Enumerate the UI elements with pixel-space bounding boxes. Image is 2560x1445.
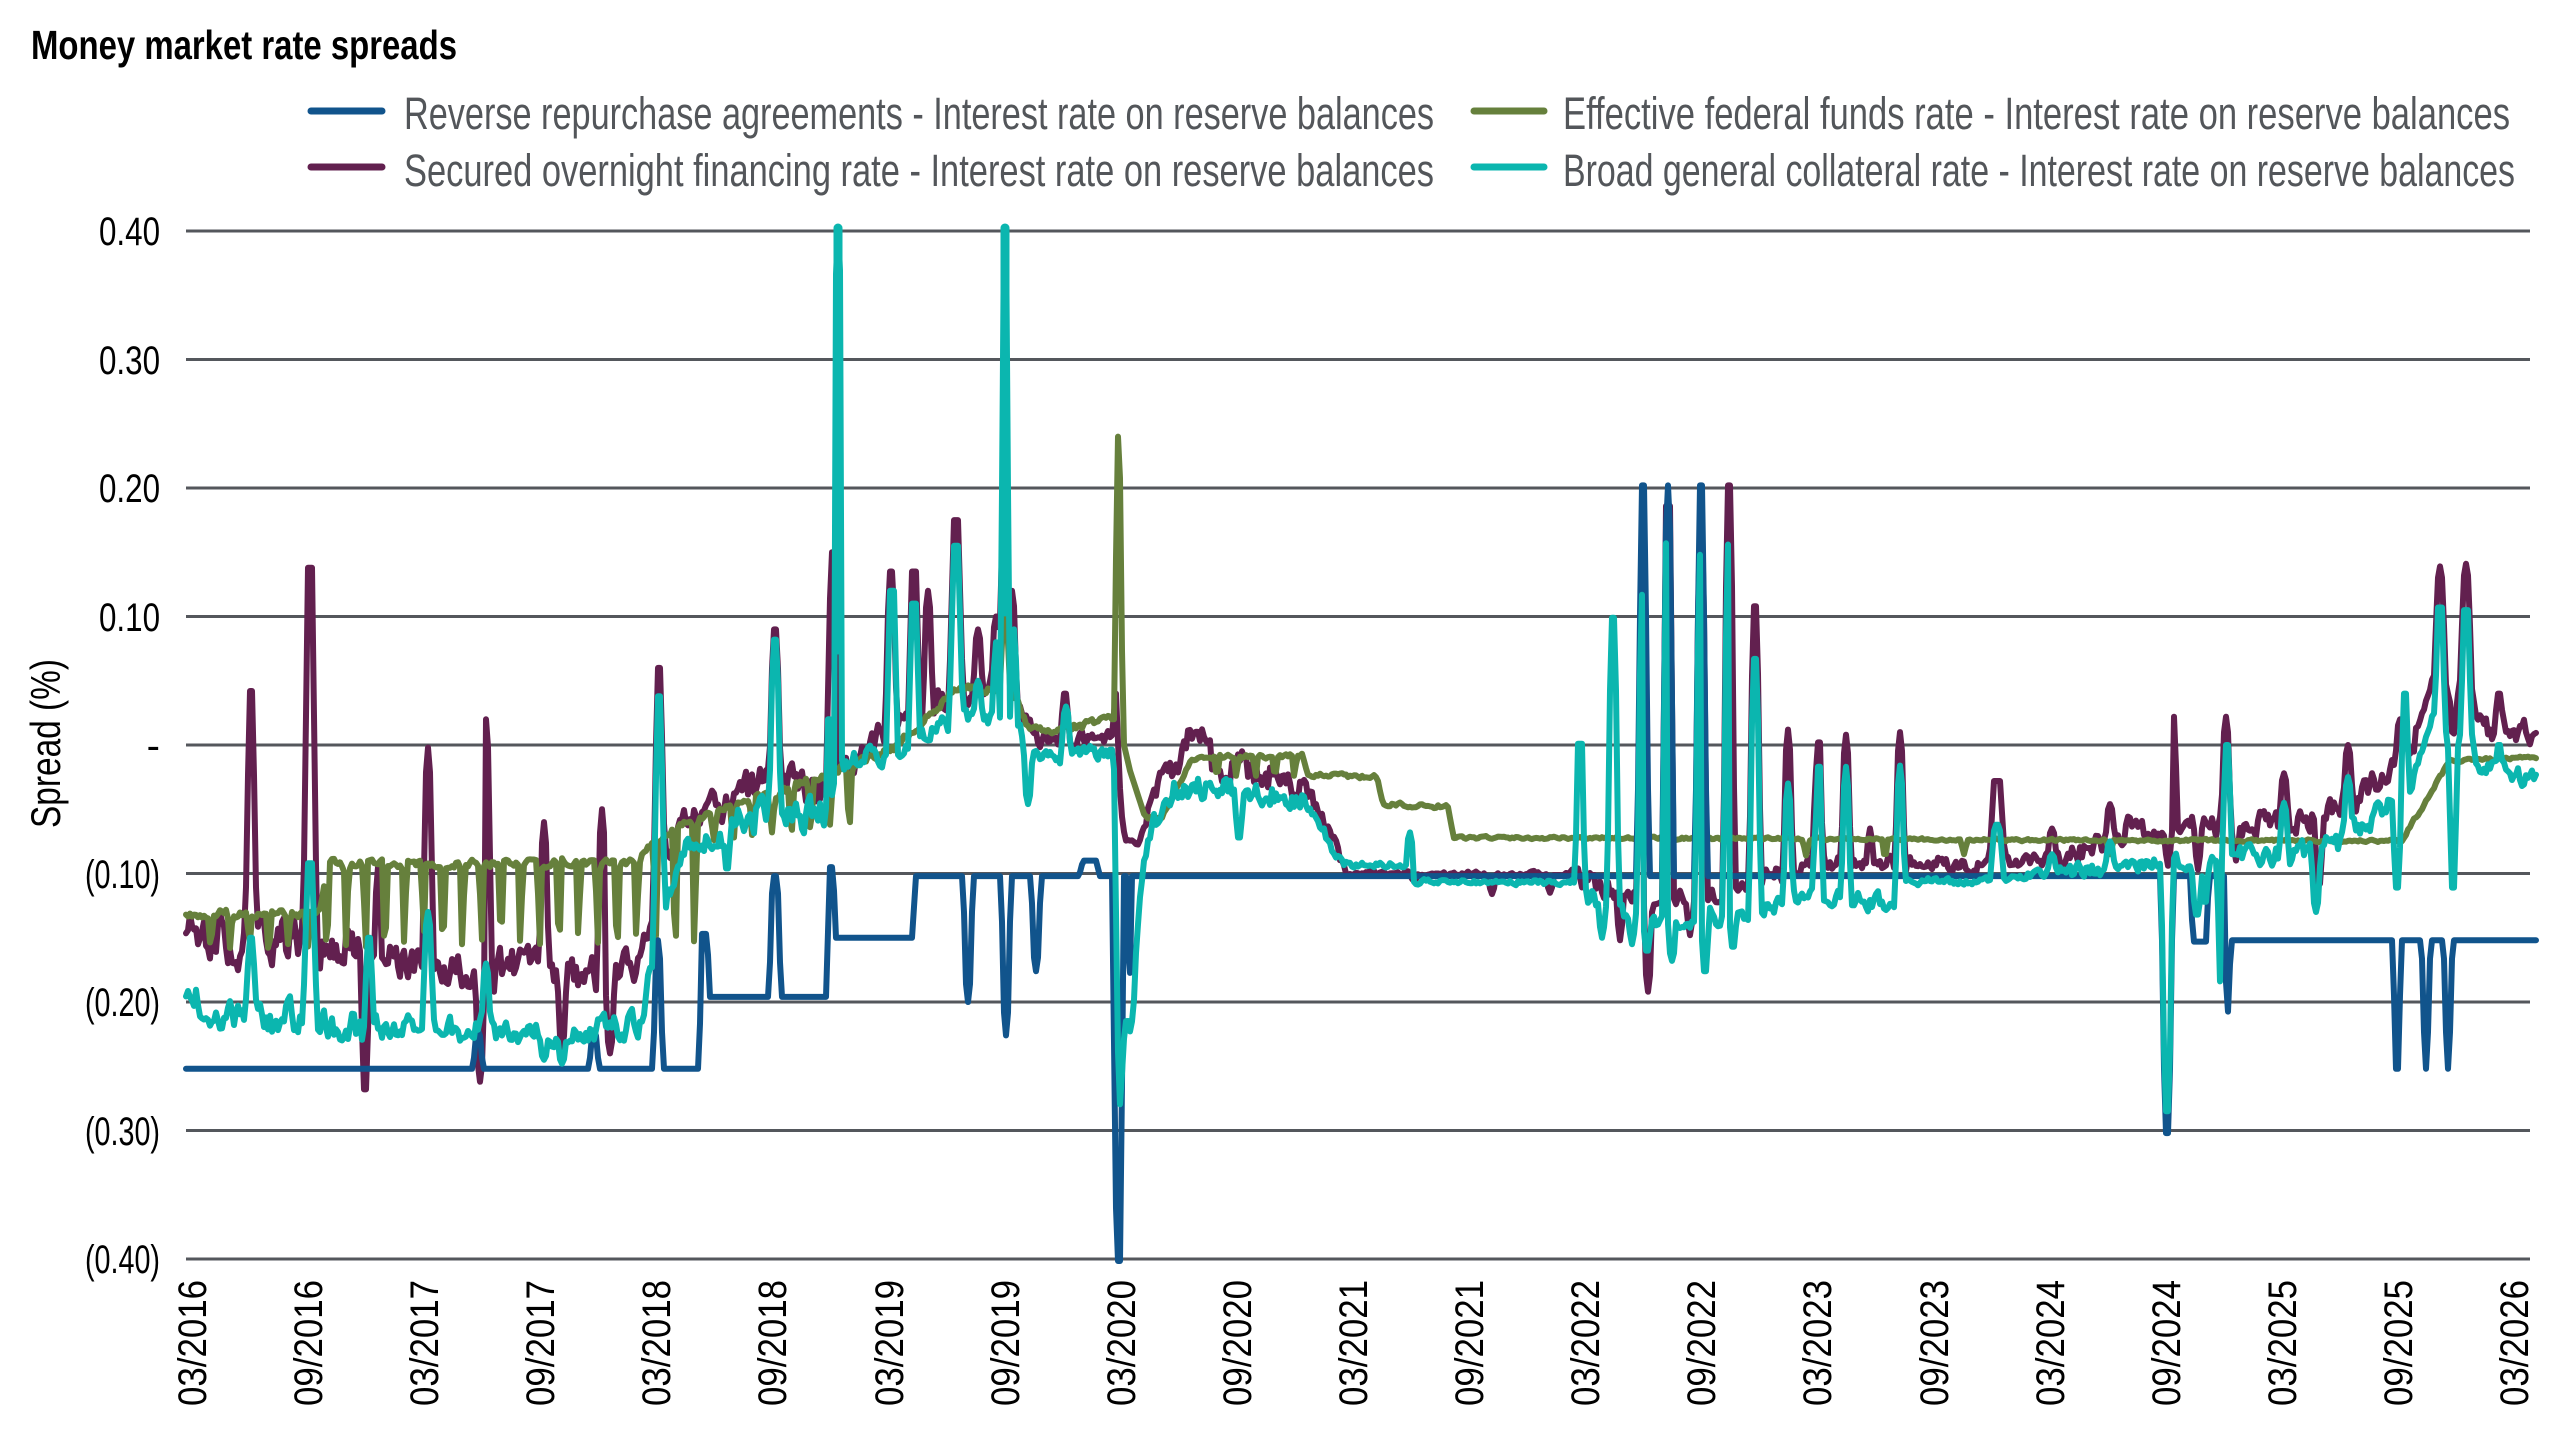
- svg-text:03/2019: 03/2019: [867, 1280, 912, 1406]
- svg-text:03/2017: 03/2017: [402, 1280, 447, 1406]
- svg-text:Broad general collateral rate: Broad general collateral rate - Interest…: [1563, 145, 2515, 196]
- svg-text:09/2025: 09/2025: [2376, 1280, 2421, 1406]
- svg-text:-: -: [147, 724, 160, 768]
- svg-text:Money market rate spreads: Money market rate spreads: [31, 22, 457, 68]
- svg-text:09/2018: 09/2018: [750, 1280, 795, 1406]
- svg-text:Reverse repurchase agreements: Reverse repurchase agreements - Interest…: [404, 88, 1434, 139]
- svg-text:(0.40): (0.40): [85, 1238, 160, 1282]
- svg-text:0.20: 0.20: [99, 467, 160, 511]
- svg-text:09/2017: 09/2017: [518, 1280, 563, 1406]
- svg-text:09/2024: 09/2024: [2144, 1280, 2189, 1406]
- svg-text:(0.10): (0.10): [85, 853, 160, 897]
- svg-text:03/2020: 03/2020: [1099, 1280, 1144, 1406]
- svg-text:09/2019: 09/2019: [983, 1280, 1028, 1406]
- svg-text:(0.30): (0.30): [85, 1110, 160, 1154]
- svg-text:09/2023: 09/2023: [1912, 1280, 1957, 1406]
- svg-text:03/2026: 03/2026: [2492, 1280, 2537, 1406]
- svg-text:03/2025: 03/2025: [2260, 1280, 2305, 1406]
- svg-text:(0.20): (0.20): [85, 981, 160, 1025]
- svg-text:Secured overnight financing ra: Secured overnight financing rate - Inter…: [404, 145, 1434, 196]
- svg-text:Effective federal funds rate -: Effective federal funds rate - Interest …: [1563, 88, 2510, 139]
- svg-text:0.10: 0.10: [99, 596, 160, 640]
- svg-text:09/2021: 09/2021: [1447, 1280, 1492, 1406]
- svg-text:09/2020: 09/2020: [1215, 1280, 1260, 1406]
- svg-text:03/2023: 03/2023: [1795, 1280, 1840, 1406]
- svg-text:03/2021: 03/2021: [1331, 1280, 1376, 1406]
- svg-text:09/2022: 09/2022: [1679, 1280, 1724, 1406]
- svg-text:03/2018: 03/2018: [634, 1280, 679, 1406]
- svg-text:03/2022: 03/2022: [1563, 1280, 1608, 1406]
- svg-text:03/2016: 03/2016: [170, 1280, 215, 1406]
- svg-text:0.40: 0.40: [99, 210, 160, 254]
- svg-text:09/2016: 09/2016: [286, 1280, 331, 1406]
- svg-text:0.30: 0.30: [99, 339, 160, 383]
- svg-text:03/2024: 03/2024: [2028, 1280, 2073, 1406]
- svg-text:Spread (%): Spread (%): [23, 659, 69, 828]
